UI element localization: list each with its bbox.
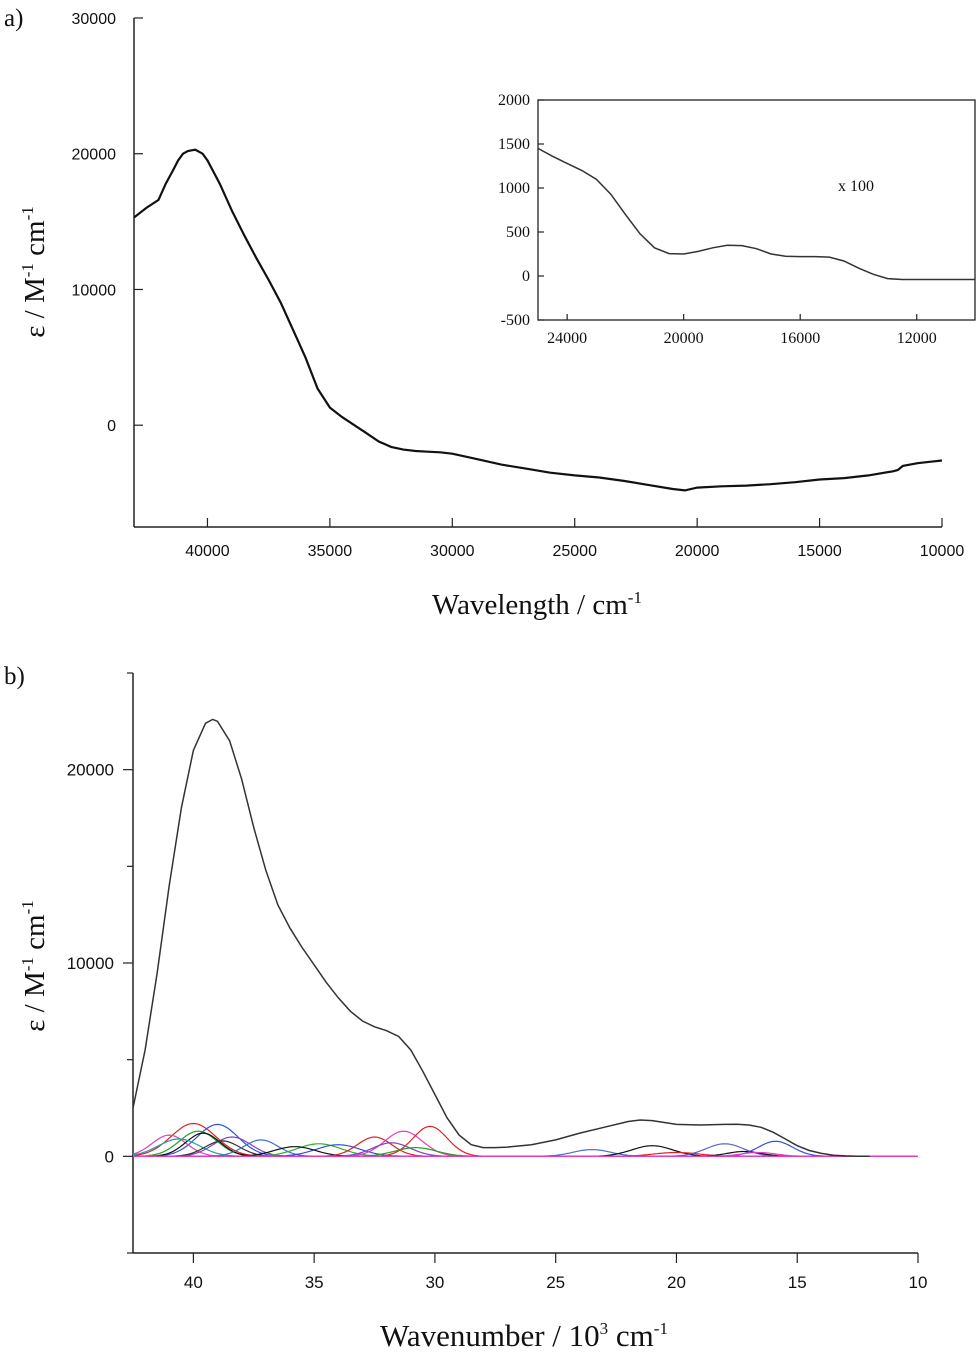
- panel-b-envelope-line: [132, 718, 870, 1158]
- panel-b-x-tick-label: 35: [305, 1273, 324, 1292]
- panel-a: a) 40000 35000 30000 25000 20000 15000 10000 0…: [4, 5, 976, 621]
- inset-frame: [537, 99, 976, 321]
- panel-a-y-tick-label: 0: [107, 418, 116, 435]
- panel-b-y-axis-title: ε / M-1 cm-1: [18, 900, 51, 1032]
- inset-y-tick-label: 500: [506, 224, 530, 241]
- inset-y-tick-label: -500: [501, 312, 530, 329]
- panel-a-x-axis-title: Wavelength / cm-1: [432, 588, 642, 621]
- panel-b-x-tick-label: 25: [546, 1273, 565, 1292]
- inset-y-tick-label: 1500: [498, 136, 530, 153]
- panel-b-x-tick-label: 15: [788, 1273, 807, 1292]
- panel-b-y-tick-label: 0: [105, 1147, 114, 1166]
- panel-a-y-ticks: 0 10000 20000 30000: [72, 11, 143, 435]
- inset-spectrum-line: [537, 147, 975, 281]
- panel-b-component-band: [133, 1123, 916, 1157]
- panel-b-x-tick-label: 30: [425, 1273, 444, 1292]
- inset-x-tick-label: 16000: [780, 330, 820, 347]
- panel-b-y-tick-label: 20000: [67, 761, 114, 780]
- inset-y-ticks: -500 0 500 1000 1500 2000: [498, 92, 544, 329]
- inset-y-tick-label: 2000: [498, 92, 530, 109]
- inset-scale-annotation: x 100: [838, 178, 874, 195]
- panel-b-x-tick-label: 20: [667, 1273, 686, 1292]
- panel-b-label: b): [4, 663, 25, 690]
- inset-y-tick-label: 1000: [498, 180, 530, 197]
- panel-b: b) 40 35 30 25 20 15 10 0 10000 20000 Wavenumber…: [4, 663, 927, 1353]
- panel-a-y-axis-title: ε / M-1 cm-1: [18, 206, 51, 338]
- panel-a-x-tick-label: 30000: [430, 543, 475, 560]
- panel-a-x-ticks: 40000 35000 30000 25000 20000 15000 10000: [185, 518, 964, 560]
- panel-a-inset: 24000 20000 16000 12000 -500 0 500 1000 1500 200…: [498, 92, 976, 347]
- panel-a-x-tick-label: 25000: [552, 543, 597, 560]
- inset-y-tick-label: 0: [522, 268, 530, 285]
- panel-b-x-axis-title: Wavenumber / 103 cm-1: [380, 1318, 668, 1353]
- panel-b-x-tick-label: 40: [184, 1273, 203, 1292]
- panel-a-x-tick-label: 20000: [675, 543, 720, 560]
- panel-a-x-tick-label: 40000: [185, 543, 230, 560]
- panel-b-component-bands: [132, 1122, 916, 1157]
- panel-a-y-tick-label: 10000: [72, 282, 117, 299]
- panel-a-y-tick-label: 30000: [72, 11, 117, 28]
- panel-b-component-band: [133, 1140, 916, 1157]
- inset-x-tick-label: 24000: [547, 330, 587, 347]
- inset-x-tick-label: 20000: [664, 330, 704, 347]
- panel-b-y-ticks: 0 10000 20000: [67, 672, 133, 1254]
- inset-x-ticks: 24000 20000 16000 12000: [547, 314, 937, 347]
- panel-a-x-tick-label: 35000: [308, 543, 353, 560]
- panel-a-label: a): [4, 5, 23, 32]
- panel-b-y-tick-label: 10000: [67, 954, 114, 973]
- panel-b-component-band: [132, 1122, 916, 1157]
- panel-b-x-ticks: 40 35 30 25 20 15 10: [184, 1253, 928, 1292]
- inset-x-tick-label: 12000: [897, 330, 937, 347]
- panel-b-x-tick-label: 10: [909, 1273, 928, 1292]
- panel-a-x-tick-label: 10000: [920, 543, 965, 560]
- panel-a-y-tick-label: 20000: [72, 147, 117, 164]
- panel-a-x-tick-label: 15000: [797, 543, 842, 560]
- panel-a-spectrum-line: [133, 148, 943, 492]
